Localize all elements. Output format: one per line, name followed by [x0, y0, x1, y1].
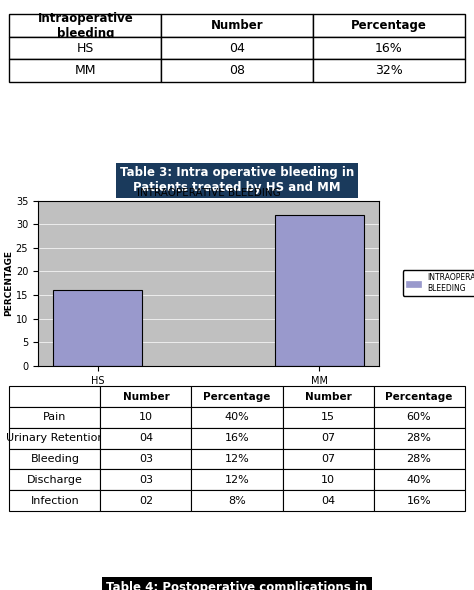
Y-axis label: PERCENTAGE: PERCENTAGE — [4, 250, 13, 316]
Legend: INTRAOPERATIVE
BLEEDING: INTRAOPERATIVE BLEEDING — [402, 270, 474, 296]
Bar — [54, 290, 142, 366]
Bar — [275, 215, 364, 366]
Text: Table 4: Postoperative complications in
patients treated by HS and MM: Table 4: Postoperative complications in … — [106, 581, 368, 590]
Text: Graph. 3: Intra operative Bleeding in
Patients treated by HS and MM: Graph. 3: Intra operative Bleeding in Pa… — [115, 212, 359, 240]
Text: Table 3: Intra operative bleeding in
Patients treated by HS and MM: Table 3: Intra operative bleeding in Pat… — [120, 166, 354, 194]
Title: INTRAOPERATIVE BLEEDING: INTRAOPERATIVE BLEEDING — [137, 188, 281, 198]
